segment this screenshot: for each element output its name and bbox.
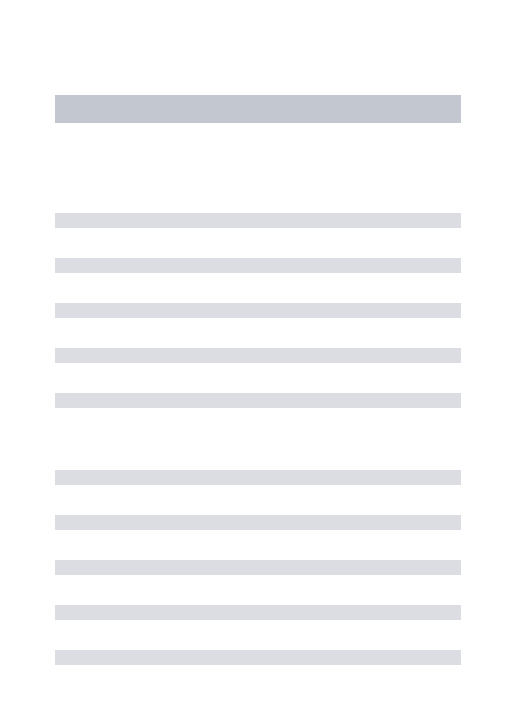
- paragraph-placeholder-group-1: [55, 213, 461, 408]
- line-placeholder: [55, 515, 461, 530]
- line-placeholder: [55, 650, 461, 665]
- title-placeholder-bar: [55, 95, 461, 123]
- line-placeholder: [55, 258, 461, 273]
- line-placeholder: [55, 303, 461, 318]
- line-placeholder: [55, 348, 461, 363]
- line-placeholder: [55, 605, 461, 620]
- line-placeholder: [55, 560, 461, 575]
- document-skeleton: [0, 0, 516, 665]
- line-placeholder: [55, 470, 461, 485]
- paragraph-placeholder-group-2: [55, 470, 461, 665]
- line-placeholder: [55, 213, 461, 228]
- line-placeholder: [55, 393, 461, 408]
